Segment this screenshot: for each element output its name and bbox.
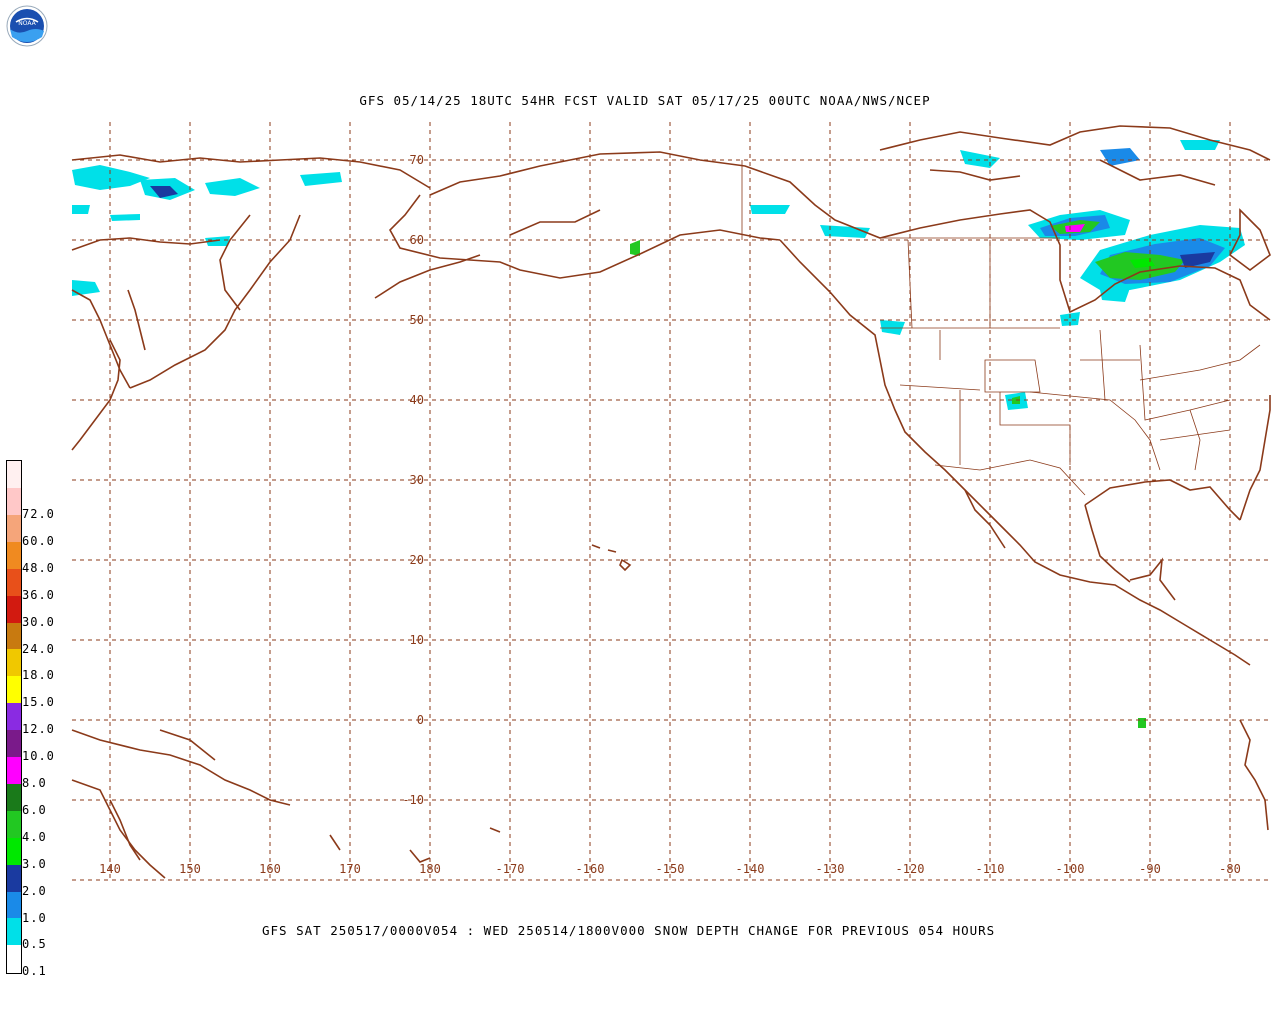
legend-swatch bbox=[7, 676, 21, 704]
lon-label: -80 bbox=[1219, 862, 1241, 876]
legend-label: 6.0 bbox=[22, 802, 47, 817]
legend-label: 18.0 bbox=[22, 668, 55, 683]
legend-swatch bbox=[7, 488, 21, 516]
legend-swatch bbox=[7, 730, 21, 758]
legend-swatch bbox=[7, 810, 21, 839]
legend-label: 30.0 bbox=[22, 614, 55, 629]
lon-label: -110 bbox=[976, 862, 1005, 876]
lon-label: 180 bbox=[419, 862, 441, 876]
legend-label: 3.0 bbox=[22, 856, 47, 871]
legend-label: 0.1 bbox=[22, 964, 47, 979]
lat-lon-grid bbox=[72, 122, 1270, 881]
legend-swatch bbox=[7, 757, 21, 785]
legend-swatch bbox=[7, 864, 21, 892]
lat-label: 10 bbox=[410, 633, 424, 647]
legend-label: 48.0 bbox=[22, 560, 55, 575]
lat-label: 30 bbox=[410, 473, 424, 487]
legend-swatch bbox=[7, 918, 21, 946]
legend-label: 10.0 bbox=[22, 749, 55, 764]
legend-label: 8.0 bbox=[22, 776, 47, 790]
legend-label: 72.0 bbox=[22, 507, 55, 521]
color-legend bbox=[6, 460, 22, 974]
latitude-labels: 70 60 50 40 30 20 10 0 -10 bbox=[402, 153, 424, 807]
lon-label: -130 bbox=[816, 862, 845, 876]
political-borders bbox=[741, 160, 1261, 496]
lat-label: 50 bbox=[410, 313, 424, 327]
lon-label: -170 bbox=[496, 862, 525, 876]
legend-swatch bbox=[7, 568, 21, 597]
legend-swatch bbox=[7, 514, 21, 543]
lat-label: 20 bbox=[410, 553, 424, 567]
lon-label: -120 bbox=[896, 862, 925, 876]
legend-swatch bbox=[7, 783, 21, 812]
legend-label: 36.0 bbox=[22, 587, 55, 602]
lat-label: 0 bbox=[417, 713, 424, 727]
legend-label: 1.0 bbox=[22, 910, 47, 925]
legend-label: 12.0 bbox=[22, 722, 55, 737]
legend-swatch bbox=[7, 891, 21, 919]
legend-swatch bbox=[7, 703, 21, 731]
legend-swatch bbox=[7, 541, 21, 570]
lat-label: 40 bbox=[410, 393, 424, 407]
lon-label: -140 bbox=[736, 862, 765, 876]
coastlines bbox=[71, 125, 1271, 879]
lat-label: -10 bbox=[402, 793, 424, 807]
lon-label: 140 bbox=[99, 862, 121, 876]
legend-label: 0.5 bbox=[22, 937, 47, 952]
lon-label: -90 bbox=[1139, 862, 1161, 876]
lon-label: -160 bbox=[576, 862, 605, 876]
legend-swatch bbox=[7, 837, 21, 866]
legend-swatch bbox=[7, 461, 21, 488]
legend-label: 60.0 bbox=[22, 533, 55, 548]
chart-title: GFS 05/14/25 18UTC 54HR FCST VALID SAT 0… bbox=[359, 93, 931, 108]
lon-label: 160 bbox=[259, 862, 281, 876]
lat-label: 60 bbox=[410, 233, 424, 247]
legend-label: 2.0 bbox=[22, 883, 47, 898]
lon-label: 170 bbox=[339, 862, 361, 876]
legend-label: 15.0 bbox=[22, 695, 55, 710]
lon-label: -100 bbox=[1056, 862, 1085, 876]
legend-swatch bbox=[7, 595, 21, 623]
noaa-logo-text: NOAA bbox=[18, 20, 36, 27]
chart-subtitle: GFS SAT 250517/0000V054 : WED 250514/180… bbox=[262, 923, 996, 938]
noaa-logo: NOAA bbox=[6, 5, 48, 47]
legend-swatch bbox=[7, 649, 21, 677]
lon-label: 150 bbox=[179, 862, 201, 876]
lon-label: -150 bbox=[656, 862, 685, 876]
longitude-labels: 140 150 160 170 180 -170 -160 -150 -140 -130 -120 -… bbox=[99, 862, 1241, 876]
legend-label: 4.0 bbox=[22, 829, 47, 844]
snow-depth-overlay bbox=[72, 140, 1245, 728]
legend-swatch bbox=[7, 622, 21, 650]
legend-swatch bbox=[7, 945, 21, 973]
lat-label: 70 bbox=[410, 153, 424, 167]
legend-label: 24.0 bbox=[22, 641, 55, 656]
